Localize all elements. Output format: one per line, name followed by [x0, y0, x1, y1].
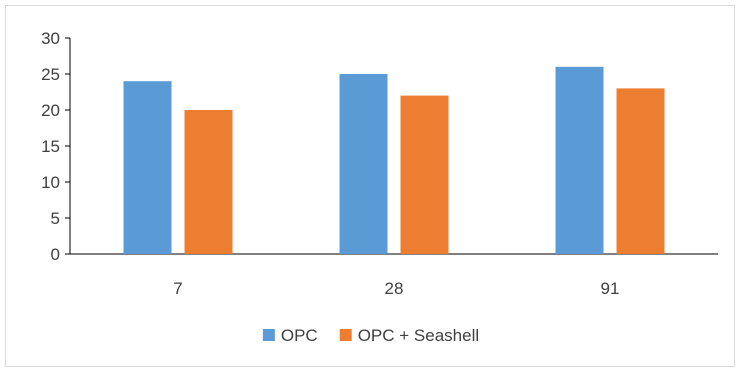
bar: [400, 95, 449, 254]
bar: [184, 110, 233, 254]
legend: OPC OPC + Seashell: [262, 326, 479, 345]
y-tick-label: 15: [41, 137, 60, 156]
y-tick-label: 25: [41, 65, 60, 84]
legend-swatch: [262, 329, 275, 341]
bar-chart: 0 5 10 15 20 25 30 7 28 91 OPC OPC + Seashell: [41, 29, 718, 345]
legend-swatch: [339, 329, 352, 341]
legend-label: OPC: [281, 326, 318, 345]
x-tick-label: 28: [385, 279, 404, 298]
x-tick-label: 91: [601, 279, 620, 298]
y-tick-label: 20: [41, 101, 60, 120]
legend-label: OPC + Seashell: [358, 326, 479, 345]
y-tick-label: 0: [51, 245, 60, 264]
bar: [123, 81, 172, 254]
bar: [555, 66, 604, 254]
y-tick-label: 5: [51, 209, 60, 228]
x-axis: 7 28 91: [70, 253, 718, 298]
chart-frame: 0 5 10 15 20 25 30 7 28 91 OPC OPC + Seashell: [5, 5, 735, 367]
x-tick-label: 7: [173, 279, 182, 298]
y-axis: 0 5 10 15 20 25 30: [41, 29, 71, 264]
y-tick-label: 10: [41, 173, 60, 192]
bars: [123, 66, 665, 255]
bar: [339, 74, 388, 254]
y-tick-label: 30: [41, 29, 60, 48]
bar: [616, 88, 665, 255]
